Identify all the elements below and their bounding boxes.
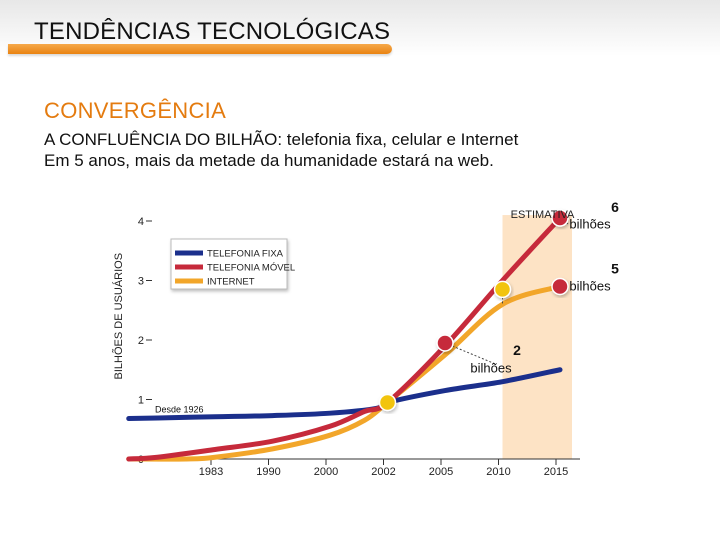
x-tick-label: 2002 [371,466,395,478]
annotation-6-unit: bilhões [569,217,611,232]
annotation-2-number: 2 [513,342,521,358]
legend-item-mobile: TELEFONIA MÓVEL [207,263,295,274]
subtitle-line-1: A CONFLUÊNCIA DO BILHÃO: telefonia fixa,… [44,130,519,149]
marker-2-billion [436,334,454,352]
slide-title: TENDÊNCIAS TECNOLÓGICAS [34,18,391,45]
y-axis-label: BILHÕES DE USUÁRIOS [112,253,125,380]
annotation-5-number: 5 [611,260,619,276]
marker-5-billion-internet [551,277,569,296]
y-tick-label: 4 [138,216,144,228]
x-tick-label: 2000 [314,466,338,478]
annotation-5-unit: bilhões [569,279,611,294]
legend-item-internet: INTERNET [207,277,255,288]
x-tick-label: 2005 [429,466,453,478]
subtitle-line-2: Em 5 anos, mais da metade da humanidade … [44,151,494,170]
title-underline [8,44,392,54]
section-title: CONVERGÊNCIA [44,98,227,123]
estimate-region [502,215,572,459]
y-tick-label: 2 [138,335,144,347]
annotation-6-number: 6 [611,199,619,215]
series-line-internet [126,283,563,462]
connector-2-billion [444,342,496,365]
annotation-2-unit: bilhões [470,361,512,376]
x-tick-label: 1983 [199,466,223,478]
legend-item-fixed: TELEFONIA FIXA [207,249,284,260]
x-tick-label: 2015 [544,466,568,478]
marker-5-billion-mobile [493,280,512,299]
marker-convergence [378,393,397,412]
annotation-since: Desde 1926 [155,405,204,415]
x-tick-label: 2010 [486,466,510,478]
series-line-fixed [126,367,563,422]
estimate-label: ESTIMATIVA [511,209,575,221]
x-tick-label: 1990 [256,466,280,478]
marker-6-billion [551,209,569,227]
series-line-mobile [126,215,563,462]
y-tick-label: 1 [138,395,144,407]
y-tick-label: 3 [138,276,144,288]
